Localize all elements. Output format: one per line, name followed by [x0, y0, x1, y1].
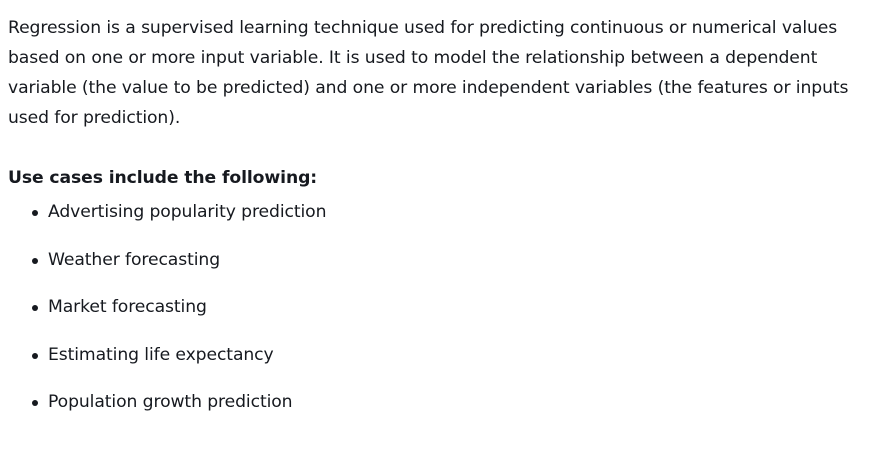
list-item: Weather forecasting: [8, 245, 885, 275]
use-cases-list: Advertising popularity prediction Weathe…: [8, 197, 885, 417]
bullet-icon: [32, 305, 38, 311]
bullet-icon: [32, 352, 38, 359]
bullet-icon: [32, 257, 38, 264]
list-item: Population growth prediction: [8, 387, 885, 417]
document-body: Regression is a supervised learning tech…: [8, 18, 885, 417]
list-item-label: Population growth prediction: [48, 392, 293, 412]
list-item-label: Market forecasting: [48, 297, 207, 317]
use-cases-heading: Use cases include the following:: [8, 168, 318, 188]
list-item: Advertising popularity prediction: [8, 197, 885, 227]
intro-paragraph: Regression is a supervised learning tech…: [8, 18, 849, 128]
list-item-label: Weather forecasting: [48, 249, 221, 270]
list-item-label: Estimating life expectancy: [48, 344, 274, 365]
bullet-icon: [32, 400, 38, 406]
bullet-icon: [32, 210, 38, 216]
list-item: Market forecasting: [8, 292, 885, 322]
list-item: Estimating life expectancy: [8, 340, 885, 370]
list-item-label: Advertising popularity prediction: [48, 202, 327, 222]
